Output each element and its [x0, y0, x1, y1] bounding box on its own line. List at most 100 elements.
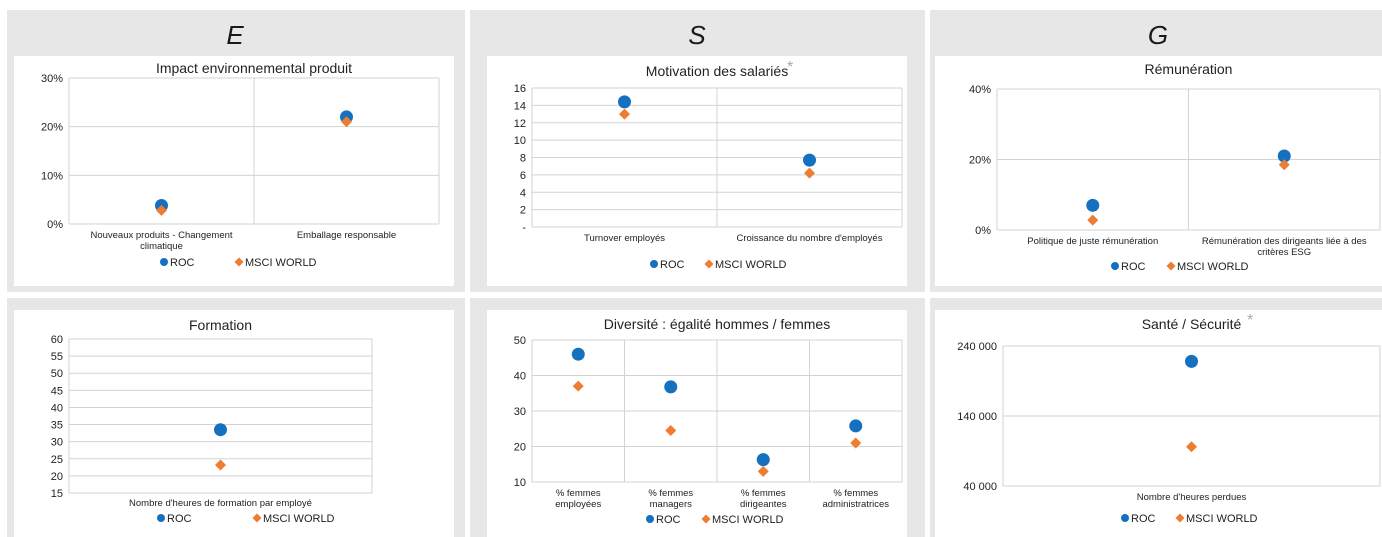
y-tick-label: 30	[514, 406, 526, 418]
y-tick-label: 0%	[47, 219, 63, 231]
category-label: % femmes managers	[648, 488, 693, 510]
msci-world-point	[804, 168, 815, 179]
category-label: Nombre d'heures de formation par employé	[129, 498, 312, 509]
chart-title: Santé / Sécurité	[1142, 316, 1242, 332]
legend-roc-marker	[1111, 262, 1119, 270]
y-tick-label: 40	[514, 371, 526, 383]
roc-point	[1185, 355, 1198, 368]
legend-msci-label: MSCI WORLD	[1186, 513, 1258, 525]
category-label: Turnover employés	[584, 233, 665, 244]
category-label: Rémunération des dirigeants liée à des cr…	[1202, 236, 1367, 258]
y-tick-label: 6	[520, 170, 526, 182]
roc-point	[572, 348, 585, 361]
y-tick-label: 25	[51, 454, 63, 466]
chart-title: Rémunération	[1145, 61, 1233, 77]
legend-msci-label: MSCI WORLD	[263, 513, 335, 525]
legend-msci-label: MSCI WORLD	[712, 514, 784, 526]
y-tick-label: 40%	[969, 84, 991, 96]
y-tick-label: 20	[514, 442, 526, 454]
category-label: Nombre d'heures perdues	[1137, 492, 1247, 503]
chart-motivation-salaries: Motivation des salariés * -2 4 6 8 10 12 14 16 Tur…	[487, 56, 907, 286]
category-label: Croissance du nombre d'employés	[737, 233, 883, 244]
legend-msci-marker	[705, 260, 714, 269]
y-tick-label: 16	[514, 83, 526, 95]
y-tick-label: 10	[514, 135, 526, 147]
y-tick-label: 60	[51, 334, 63, 346]
section-label-s: S	[667, 20, 727, 51]
category-label: Politique de juste rémunération	[1027, 236, 1158, 247]
y-tick-label: 4	[520, 187, 526, 199]
roc-point	[849, 419, 862, 432]
roc-point	[214, 423, 227, 436]
legend-roc-marker	[1121, 514, 1129, 522]
legend-roc-marker	[160, 258, 168, 266]
y-tick-label: 20%	[969, 155, 991, 167]
roc-point	[1086, 199, 1099, 212]
y-tick-label: 14	[514, 100, 526, 112]
section-label-g: G	[1128, 20, 1188, 51]
y-tick-label: 50	[514, 335, 526, 347]
y-tick-label: 10	[514, 477, 526, 489]
legend-roc-label: ROC	[660, 259, 685, 271]
section-label-e: E	[205, 20, 265, 51]
chart-remuneration: Rémunération 0% 20% 40% Politique de juste r…	[935, 56, 1382, 286]
legend-roc-label: ROC	[167, 513, 192, 525]
y-tick-label: 8	[520, 153, 526, 165]
y-tick-label: 12	[514, 118, 526, 130]
legend-roc-label: ROC	[656, 514, 681, 526]
y-tick-label: 240 000	[957, 341, 997, 353]
y-tick-label: 10%	[41, 170, 63, 182]
chart-title: Motivation des salariés	[646, 63, 788, 79]
roc-point	[803, 154, 816, 167]
chart-title: Impact environnemental produit	[156, 60, 352, 76]
y-tick-label: 40	[51, 402, 63, 414]
msci-world-point	[619, 109, 630, 120]
legend-msci-marker	[702, 515, 711, 524]
roc-point	[757, 453, 770, 466]
category-label: % femmes dirigeantes	[740, 488, 787, 510]
msci-world-point	[573, 381, 584, 392]
category-label: Emballage responsable	[297, 230, 396, 241]
chart-sante-securite: Santé / Sécurité * 40 000 140 000 240 000 Nom…	[935, 310, 1382, 537]
msci-world-point	[665, 425, 676, 436]
category-label: Nouveaux produits - Changement climatique	[90, 230, 232, 252]
msci-world-point	[1186, 441, 1197, 452]
legend-msci-label: MSCI WORLD	[245, 257, 317, 269]
y-tick-label: -	[522, 222, 526, 234]
category-label: % femmes administratrices	[822, 488, 889, 510]
chart-impact-environnemental: Impact environnemental produit 0% 10% 20% 30…	[14, 56, 454, 286]
legend-msci-label: MSCI WORLD	[715, 259, 787, 271]
chart-title: Diversité : égalité hommes / femmes	[604, 316, 830, 332]
y-tick-label: 140 000	[957, 411, 997, 423]
msci-world-point	[758, 466, 769, 477]
y-tick-label: 20%	[41, 122, 63, 134]
y-tick-label: 15	[51, 488, 63, 500]
legend-msci-marker	[253, 514, 262, 523]
legend-msci-marker	[235, 258, 244, 267]
y-tick-label: 35	[51, 420, 63, 432]
legend-msci-label: MSCI WORLD	[1177, 261, 1249, 273]
legend-roc-marker	[157, 514, 165, 522]
legend-roc-marker	[650, 260, 658, 268]
legend-roc-label: ROC	[170, 257, 195, 269]
chart-formation: Formation 15 20 25 30 35 40 45 50 55 60 Nombre d'he…	[14, 310, 454, 537]
y-tick-label: 30	[51, 437, 63, 449]
chart-annotation-star: *	[1247, 312, 1253, 329]
legend-roc-label: ROC	[1121, 261, 1146, 273]
y-tick-label: 0%	[975, 225, 991, 237]
category-label: % femmes employées	[555, 488, 601, 510]
y-tick-label: 45	[51, 385, 63, 397]
msci-world-point	[215, 459, 226, 470]
chart-title: Formation	[189, 317, 252, 333]
legend-msci-marker	[1167, 262, 1176, 271]
legend-roc-label: ROC	[1131, 513, 1156, 525]
chart-diversite: Diversité : égalité hommes / femmes 10 20 3…	[487, 310, 907, 537]
roc-point	[618, 95, 631, 108]
y-tick-label: 2	[520, 205, 526, 217]
y-tick-label: 20	[51, 471, 63, 483]
y-tick-label: 30%	[41, 73, 63, 85]
y-tick-label: 55	[51, 351, 63, 363]
msci-world-point	[1087, 215, 1098, 226]
y-tick-label: 50	[51, 368, 63, 380]
roc-point	[664, 380, 677, 393]
